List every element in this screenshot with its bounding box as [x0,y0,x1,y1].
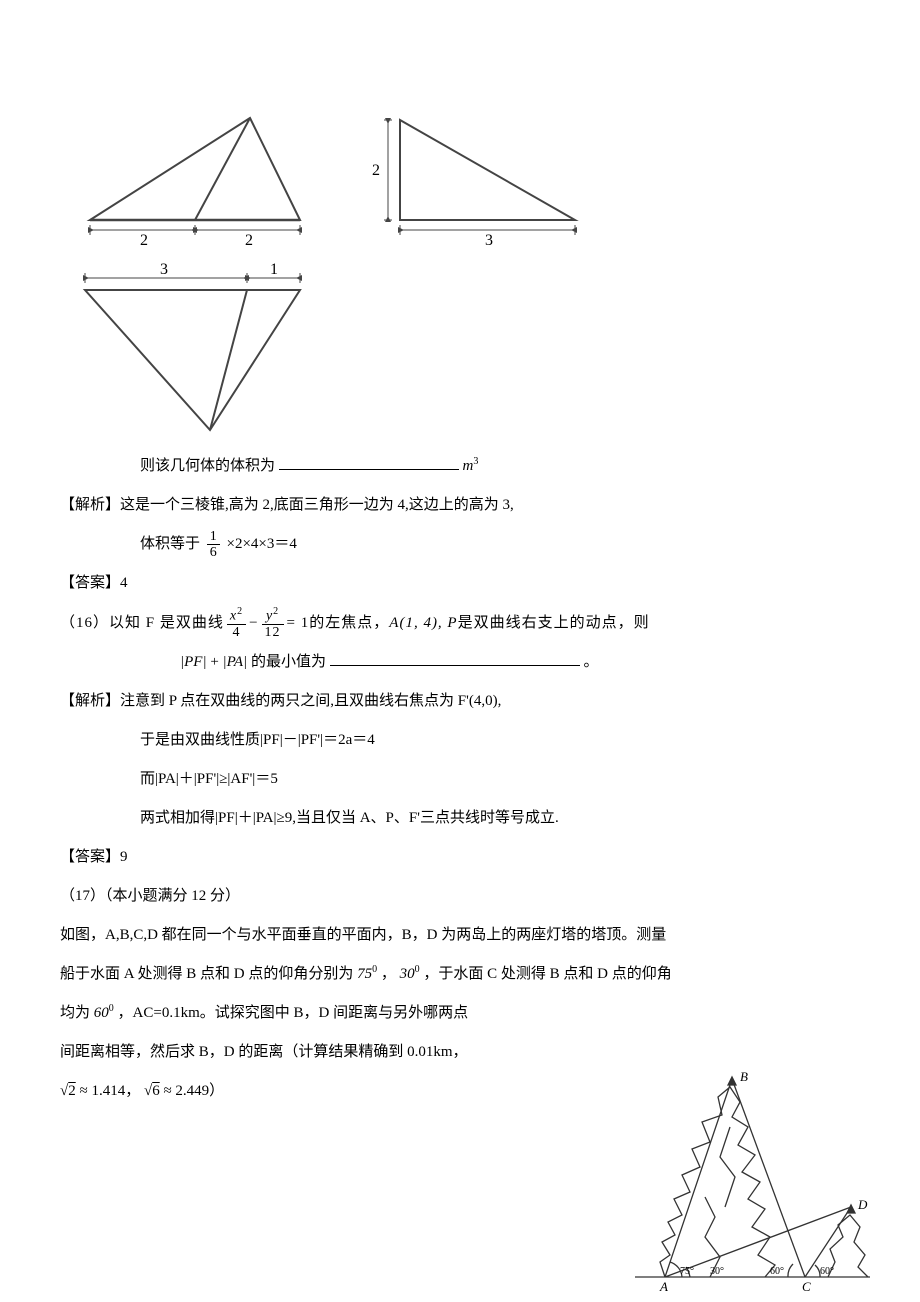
q17-ang60: 60 [94,1005,109,1021]
q16-frac1: x2 4 [227,606,246,640]
sqrt2-approx: ≈ 1.414， [79,1083,140,1099]
sqrt2-sym: √ [60,1083,68,1099]
top-label-1: 3 [160,261,168,278]
q15-volume-calc: 体积等于 1 6 ×2×4×3＝4 [60,528,860,561]
q16-a-l1: 注意到 P 点在双曲线的两只之间,且双曲线右焦点为 F'(4,0), [120,693,501,709]
front-label-1: 2 [140,232,148,249]
q16-frac1-num: x [230,609,237,624]
q15-frac-num: 1 [207,529,220,545]
label-B: B [740,1069,748,1084]
q16-number: （16） [60,607,109,640]
q16-pa: |PA| [223,654,248,670]
q15-calc-post: ×2×4×3＝4 [227,536,297,552]
q15-frac-den: 6 [207,545,220,560]
three-view-diagrams: 2 2 2 3 [60,100,860,440]
q16-blank [330,651,580,666]
q17-l3: 均为 600 ，AC=0.1km。试探究图中 B，D 间距离与另外哪两点 [60,997,600,1030]
q15-unit-exp: 3 [473,456,478,467]
sqrt2-val: 2 [68,1083,76,1099]
q17-comma1: ， [381,966,396,982]
q16-prompt-mid: 的左焦点， [309,607,389,640]
angle-30: 30° [710,1266,724,1277]
sqrt6-val: 6 [152,1083,160,1099]
q17-deg-3: 0 [109,1003,114,1014]
q16-a-l4: 两式相加得|PF|＋|PA|≥9,当且仅当 A、P、F'三点共线时等号成立. [60,802,860,835]
side-label-2: 3 [485,232,493,249]
q16-plus: + [210,654,222,670]
q15-answer-line: 【答案】4 [60,567,860,600]
lighthouse-diagram: B D A C 75° 30° 60° 60° [610,1067,880,1297]
label-D: D [857,1197,868,1212]
q16-eq: = 1 [287,607,310,640]
q16-point-A: A(1, 4), P [389,607,457,640]
q16-answer-label: 【答案】 [60,849,120,865]
q17-lower-wrap: 均为 600 ，AC=0.1km。试探究图中 B，D 间距离与另外哪两点 间距离… [60,997,860,1108]
q17-number: （17） [60,888,105,904]
angle-75: 75° [680,1266,694,1277]
sqrt6-approx: ≈ 2.449） [163,1083,224,1099]
label-C: C [802,1279,811,1294]
q17-ang30: 30 [400,966,415,982]
q15-answer-label: 【答案】 [60,575,120,591]
q16-frac1-den: 4 [227,625,246,640]
front-view-diagram: 2 2 [60,100,320,250]
q15-blank [279,455,459,470]
q16-frac2-exp: 2 [273,606,279,617]
sqrt2: √2 [60,1083,76,1099]
q16-answer-value: 9 [120,849,128,865]
sqrt6: √6 [144,1083,160,1099]
q17-ang75: 75 [357,966,372,982]
q16-a-l3: 而|PA|＋|PF'|≥|AF'|＝5 [60,763,860,796]
q17-l3-post: ，AC=0.1km。试探究图中 B，D 间距离与另外哪两点 [118,1005,469,1021]
q16-minus: − [249,607,258,640]
side-label-1: 2 [372,162,380,179]
q16-pf: |PF| [180,654,207,670]
q17-l3-pre: 均为 [60,1005,90,1021]
q17-l2-post: ，于水面 C 处测得 B 点和 D 点的仰角 [423,966,671,982]
q17-points: （本小题满分 12 分） [105,888,240,904]
q15-analysis-label: 【解析】 [60,497,120,513]
side-view-diagram: 2 3 [360,100,590,250]
front-label-2: 2 [245,232,253,249]
q15-prompt-text: 则该几何体的体积为 [140,458,279,474]
sqrt6-sym: √ [144,1083,152,1099]
label-A: A [659,1279,668,1294]
q16-frac2-den: 12 [262,625,284,640]
q15-analysis-line: 【解析】这是一个三棱锥,高为 2,底面三角形一边为 4,这边上的高为 3, [60,489,860,522]
q16-prompt: （16） 以知 F 是双曲线 x2 4 − y2 12 = 1 的左焦点， A(… [60,606,860,640]
angle-60-2: 60° [820,1266,834,1277]
q17-sqrts: √2 ≈ 1.414， √6 ≈ 2.449） [60,1075,600,1108]
q15-fraction: 1 6 [207,529,220,561]
q16-answer-line: 【答案】9 [60,841,860,874]
q16-min-text: 的最小值为 [251,654,326,670]
q16-a-l2: 于是由双曲线性质|PF|－|PF'|＝2a＝4 [60,724,860,757]
q16-analysis-l1: 【解析】注意到 P 点在双曲线的两只之间,且双曲线右焦点为 F'(4,0), [60,685,860,718]
q16-min-line: |PF| + |PA| 的最小值为 。 [60,646,860,679]
q17-l2: 船于水面 A 处测得 B 点和 D 点的仰角分别为 750 ， 300 ，于水面… [60,958,860,991]
q17-deg-2: 0 [415,964,420,975]
q16-prompt-pre: 以知 F 是双曲线 [109,607,224,640]
q15-answer-value: 4 [120,575,128,591]
angle-60-1: 60° [770,1266,784,1277]
q17-l1: 如图，A,B,C,D 都在同一个与水平面垂直的平面内，B，D 为两岛上的两座灯塔… [60,919,860,952]
q15-calc-pre: 体积等于 [140,536,200,552]
q17-deg-1: 0 [372,964,377,975]
q15-unit: m [463,458,474,474]
q17-header: （17）（本小题满分 12 分） [60,880,860,913]
q16-period: 。 [583,654,598,670]
q17-l2-pre: 船于水面 A 处测得 B 点和 D 点的仰角分别为 [60,966,353,982]
top-view-diagram: 3 1 [60,260,320,440]
top-label-2: 1 [270,261,278,278]
q17-l4: 间距离相等，然后求 B，D 的距离（计算结果精确到 0.01km， [60,1036,600,1069]
q16-prompt-post: 是双曲线右支上的动点，则 [458,607,650,640]
q15-volume-prompt: 则该几何体的体积为 m3 [60,450,860,483]
q16-frac1-exp: 2 [237,606,243,617]
q16-frac2: y2 12 [262,606,284,640]
q16-analysis-label: 【解析】 [60,693,120,709]
q15-analysis-text: 这是一个三棱锥,高为 2,底面三角形一边为 4,这边上的高为 3, [120,497,514,513]
